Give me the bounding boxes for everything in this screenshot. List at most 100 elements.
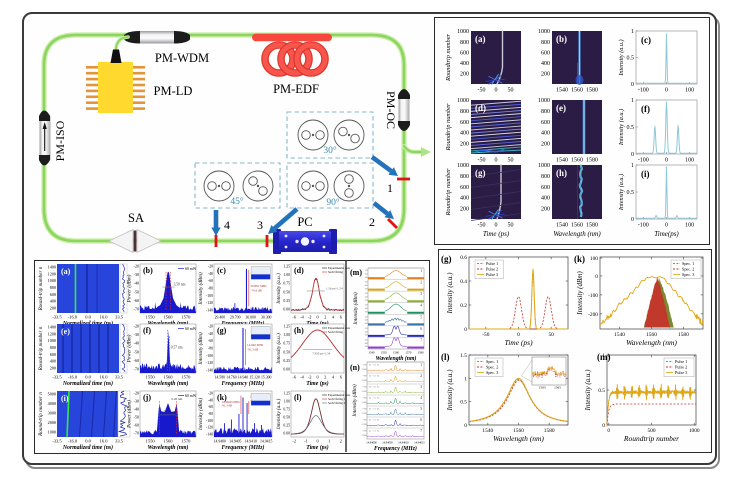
svg-text:1000: 1000 [457, 29, 469, 35]
svg-text:6: 6 [420, 418, 422, 422]
svg-text:Intensity (a.u.): Intensity (a.u.) [584, 369, 592, 412]
svg-text:33.5: 33.5 [115, 315, 124, 320]
svg-text:-16.0: -16.0 [68, 375, 78, 380]
svg-text:-1: -1 [304, 439, 308, 444]
svg-text:1000: 1000 [457, 163, 469, 169]
svg-text:0.4: 0.4 [460, 279, 467, 285]
svg-text:16.0: 16.0 [100, 439, 109, 444]
svg-text:14.9400: 14.9400 [214, 440, 226, 444]
svg-text:Power (dBm): Power (dBm) [126, 274, 133, 303]
svg-text:50: 50 [508, 88, 514, 94]
svg-text:14.9415: 14.9415 [260, 440, 272, 444]
svg-text:200: 200 [460, 141, 469, 147]
svg-text:400: 400 [541, 61, 550, 67]
svg-text:-140: -140 [206, 433, 213, 437]
svg-text:60 mW: 60 mW [185, 394, 197, 398]
svg-text:-74.6 dB: -74.6 dB [251, 288, 262, 292]
svg-text:14.94000: 14.94000 [366, 442, 377, 445]
svg-text:-4: -4 [300, 375, 304, 380]
svg-text:7: 7 [420, 429, 422, 433]
svg-text:(c): (c) [217, 266, 226, 275]
svg-text:-6: -6 [292, 315, 296, 320]
svg-text:14.760: 14.760 [226, 376, 237, 380]
svg-text:400: 400 [50, 299, 56, 304]
svg-text:-70: -70 [134, 367, 139, 372]
svg-text:-2: -2 [308, 375, 312, 380]
svg-text:-60: -60 [364, 322, 368, 325]
svg-text:29.881 MHz: 29.881 MHz [251, 284, 268, 288]
svg-text:1: 1 [328, 439, 330, 444]
svg-text:Pulse 2: Pulse 2 [675, 365, 687, 370]
svg-text:(i): (i) [641, 169, 650, 179]
svg-text:Intensity (a.u.): Intensity (a.u.) [275, 399, 282, 431]
svg-text:2: 2 [420, 281, 422, 285]
svg-text:0.26 nm: 0.26 nm [171, 397, 182, 401]
svg-text:1000: 1000 [48, 430, 56, 435]
svg-text:4: 4 [420, 304, 422, 308]
svg-text:3.50 nm: 3.50 nm [174, 283, 186, 287]
svg-text:Pulse 1: Pulse 1 [675, 359, 687, 364]
svg-text:-40: -40 [134, 341, 139, 346]
svg-text:Δf = 0.1 Hz: Δf = 0.1 Hz [369, 386, 379, 389]
svg-text:Time (ps): Time (ps) [306, 444, 329, 451]
svg-text:0: 0 [631, 152, 634, 158]
svg-text:0.25: 0.25 [283, 424, 290, 428]
svg-text:-40: -40 [364, 342, 368, 345]
svg-text:SA: SA [128, 211, 144, 225]
svg-text:600: 600 [541, 120, 550, 126]
svg-text:-700: -700 [362, 431, 367, 433]
svg-text:0: 0 [316, 375, 318, 380]
svg-text:-1000: -1000 [361, 391, 367, 393]
svg-text:0.2: 0.2 [460, 303, 467, 309]
svg-text:-100: -100 [206, 294, 213, 298]
svg-text:0: 0 [595, 274, 598, 280]
svg-text:Roundtrip number: Roundtrip number [623, 434, 679, 443]
svg-text:Spec. 2: Spec. 2 [682, 267, 694, 272]
svg-text:-33.5: -33.5 [52, 315, 62, 320]
svg-text:0: 0 [495, 158, 498, 164]
svg-text:-60: -60 [134, 423, 139, 428]
svg-text:Frequency (MHz): Frequency (MHz) [374, 445, 417, 452]
svg-text:0: 0 [631, 82, 634, 88]
svg-text:1.25: 1.25 [283, 325, 290, 329]
svg-text:-60: -60 [134, 358, 139, 363]
svg-text:-30: -30 [134, 399, 139, 404]
svg-text:1580: 1580 [418, 351, 425, 355]
svg-text:-100: -100 [588, 293, 598, 299]
svg-text:-50: -50 [134, 415, 139, 420]
svg-text:Wavelength (nm): Wavelength (nm) [148, 444, 189, 451]
svg-text:30.300: 30.300 [261, 316, 272, 320]
svg-text:-20: -20 [134, 391, 139, 396]
svg-text:-120: -120 [206, 361, 213, 365]
svg-text:Sech² fitting: Sech² fitting [328, 330, 343, 334]
svg-text:Round-trip number n: Round-trip number n [38, 392, 44, 437]
svg-text:0.25: 0.25 [283, 359, 290, 363]
svg-text:Spec. 3: Spec. 3 [486, 370, 498, 375]
svg-text:(n): (n) [350, 363, 360, 372]
svg-text:200: 200 [460, 72, 469, 78]
svg-text:2: 2 [420, 374, 422, 378]
svg-text:1: 1 [631, 163, 634, 169]
svg-text:33.5: 33.5 [115, 375, 124, 380]
svg-text:(d): (d) [294, 266, 304, 275]
svg-text:PC: PC [297, 215, 312, 229]
svg-text:1540: 1540 [368, 351, 375, 355]
svg-text:1560: 1560 [164, 375, 174, 380]
svg-text:2: 2 [324, 315, 326, 320]
svg-text:Pulse 3: Pulse 3 [675, 370, 687, 375]
svg-text:1560: 1560 [164, 439, 174, 444]
svg-text:Intensity (a.u.): Intensity (a.u.) [275, 273, 282, 305]
svg-text:600: 600 [541, 50, 550, 56]
svg-text:1.00: 1.00 [283, 273, 290, 277]
svg-text:-50: -50 [134, 349, 139, 354]
svg-text:-80: -80 [208, 412, 213, 416]
svg-text:600: 600 [541, 185, 550, 191]
svg-text:0.6: 0.6 [460, 255, 467, 261]
svg-text:-40: -40 [134, 407, 139, 412]
svg-text:-20: -20 [208, 392, 213, 396]
svg-text:3000: 3000 [48, 411, 56, 416]
svg-text:-70: -70 [134, 431, 139, 436]
svg-text:1000: 1000 [538, 29, 550, 35]
svg-text:400: 400 [541, 196, 550, 202]
svg-text:-60: -60 [364, 334, 368, 337]
